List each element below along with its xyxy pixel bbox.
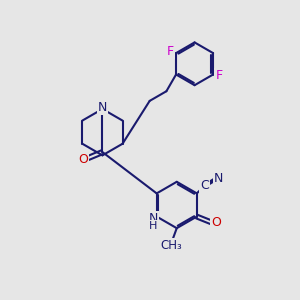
Text: CH₃: CH₃: [160, 238, 182, 251]
Text: N: N: [214, 172, 223, 185]
Text: N: N: [98, 101, 107, 114]
Text: F: F: [215, 70, 223, 83]
Text: O: O: [211, 216, 221, 229]
Text: H: H: [149, 221, 157, 231]
Text: F: F: [167, 45, 174, 58]
Text: C: C: [200, 179, 209, 192]
Text: O: O: [78, 153, 88, 166]
Text: N: N: [148, 212, 158, 225]
